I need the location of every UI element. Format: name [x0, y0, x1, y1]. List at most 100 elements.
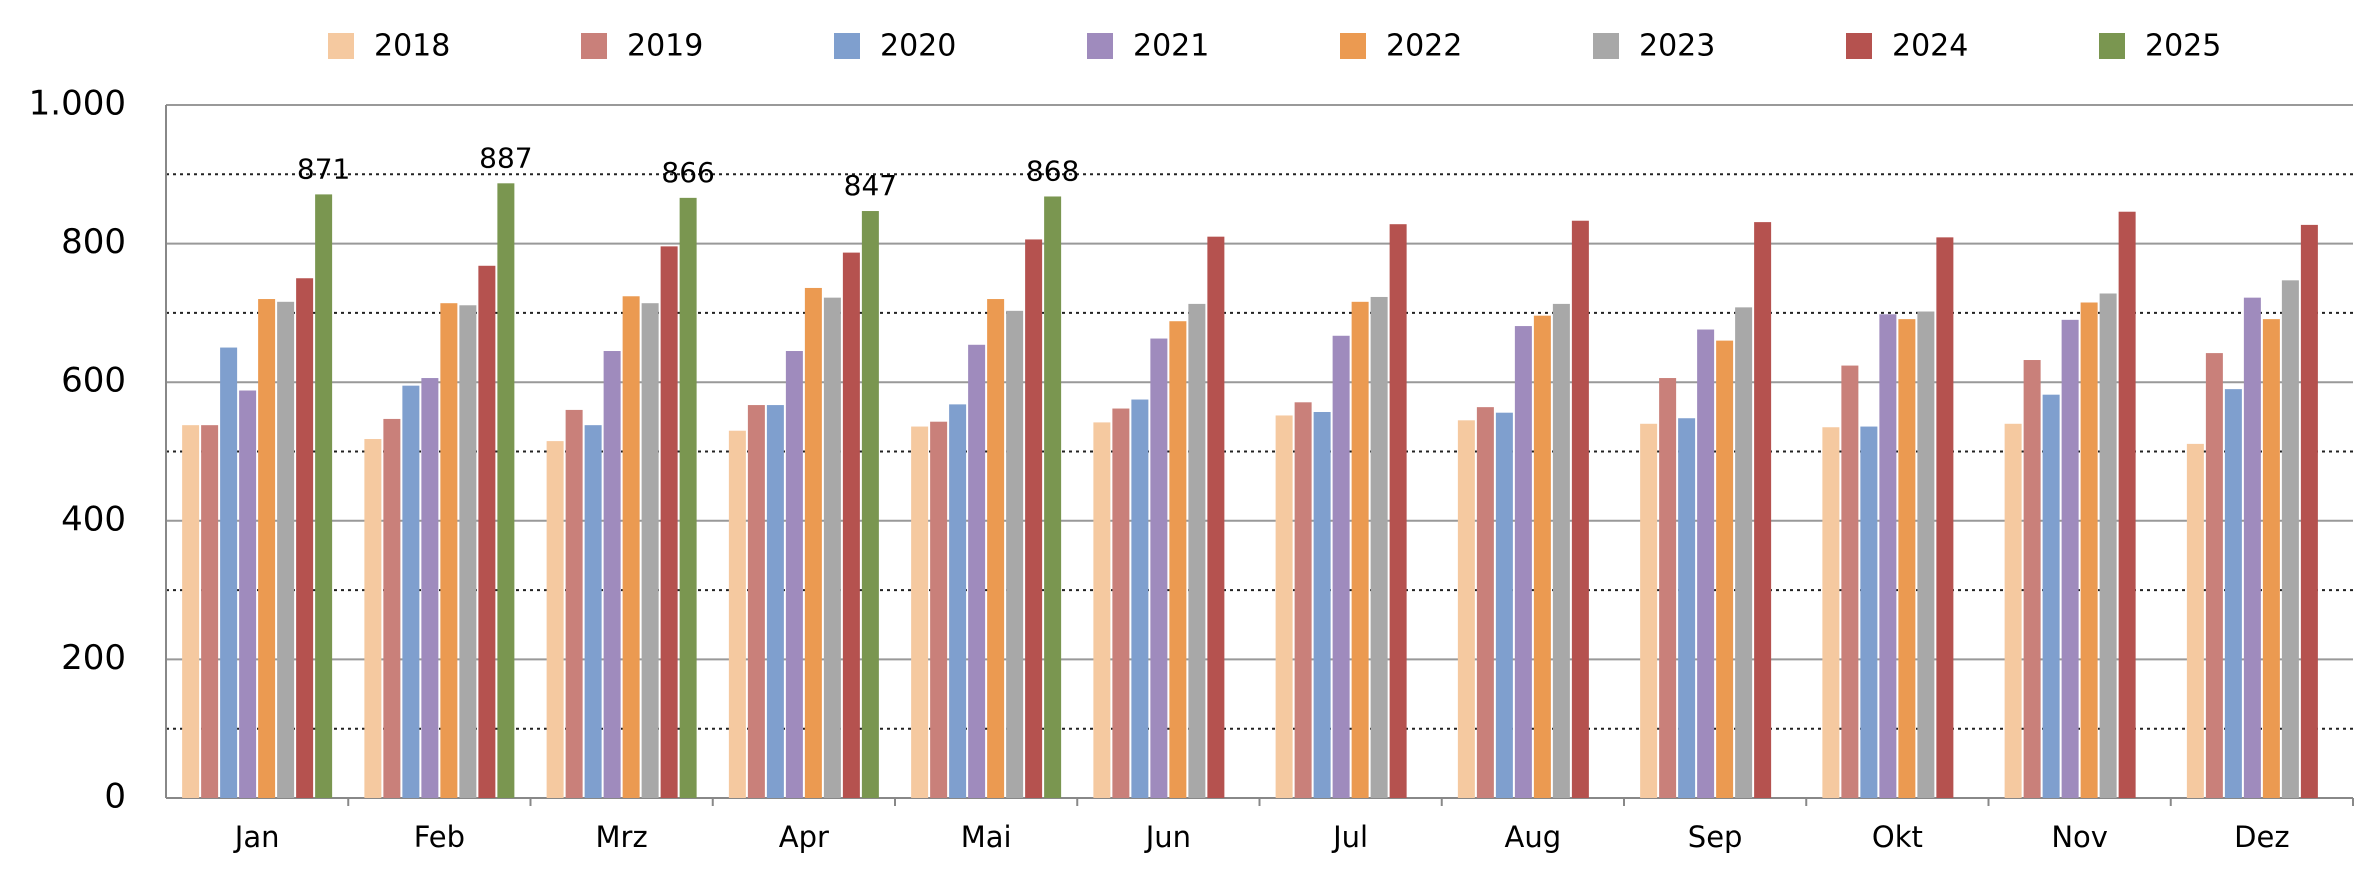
- bar: [1044, 196, 1062, 798]
- bar: [2004, 423, 2022, 798]
- bar: [296, 278, 314, 798]
- bar: [1571, 220, 1589, 798]
- bar: [201, 425, 219, 798]
- bar: [1169, 321, 1187, 798]
- y-tick-label: 200: [61, 638, 126, 678]
- x-tick-label: Feb: [414, 820, 465, 854]
- bar: [2099, 293, 2117, 798]
- bar: [364, 439, 382, 798]
- bar: [1754, 222, 1772, 798]
- bar: [1697, 329, 1715, 798]
- bar: [930, 421, 948, 798]
- bar: [1716, 340, 1734, 798]
- legend-swatch: [1846, 33, 1872, 59]
- bar: [785, 351, 803, 798]
- data-label: 866: [661, 156, 714, 189]
- bar: [622, 296, 640, 798]
- bar: [402, 385, 420, 798]
- legend-label: 2022: [1386, 29, 1462, 64]
- bar: [842, 252, 860, 798]
- legend-swatch: [581, 33, 607, 59]
- bar: [766, 405, 784, 798]
- legend-label: 2023: [1639, 29, 1715, 64]
- bar: [277, 301, 295, 798]
- bar: [315, 194, 333, 799]
- legend-swatch: [834, 33, 860, 59]
- bar: [440, 303, 458, 798]
- bar: [603, 351, 621, 798]
- bar: [383, 418, 401, 798]
- bar: [968, 344, 986, 798]
- bar: [2023, 360, 2041, 798]
- bar: [478, 265, 496, 798]
- bar: [1860, 426, 1878, 798]
- bar: [660, 246, 678, 798]
- x-tick-label: Mrz: [596, 820, 648, 854]
- bar: [1898, 319, 1916, 798]
- bar: [1025, 239, 1043, 798]
- bar: [1476, 407, 1494, 798]
- bar: [911, 426, 929, 798]
- legend-label: 2019: [627, 29, 703, 64]
- bar: [1112, 408, 1130, 798]
- bar: [2224, 389, 2242, 798]
- bar: [1351, 301, 1369, 798]
- bar: [1659, 378, 1677, 798]
- x-tick-label: Nov: [2051, 820, 2108, 854]
- bar: [2262, 319, 2280, 798]
- bar: [747, 405, 765, 798]
- bar: [1275, 415, 1293, 798]
- bar: [641, 303, 659, 798]
- bar: [182, 425, 200, 798]
- bar: [421, 378, 439, 798]
- legend-label: 2020: [880, 29, 956, 64]
- bar: [804, 287, 822, 798]
- y-tick-label: 600: [61, 361, 126, 401]
- bar: [239, 390, 257, 798]
- bar: [1936, 237, 1954, 798]
- bar: [1150, 338, 1168, 798]
- legend-swatch: [1087, 33, 1113, 59]
- bar: [220, 347, 238, 798]
- bar: [2281, 280, 2299, 799]
- data-label: 871: [297, 152, 350, 185]
- bar: [2118, 211, 2136, 799]
- x-tick-label: Jun: [1144, 820, 1191, 854]
- legend-label: 2021: [1133, 29, 1209, 64]
- data-label: 887: [479, 141, 532, 174]
- legend-swatch: [2099, 33, 2125, 59]
- bar: [1294, 402, 1312, 798]
- bar: [1389, 224, 1407, 799]
- legend-swatch: [328, 33, 354, 59]
- bar: [1552, 303, 1570, 798]
- bar: [1678, 418, 1696, 798]
- x-tick-label: Sep: [1688, 820, 1743, 854]
- bar: [987, 299, 1005, 798]
- bar: [546, 441, 564, 798]
- bar: [565, 409, 583, 798]
- bar: [1370, 296, 1388, 798]
- bar: [1533, 315, 1551, 798]
- bar: [2042, 394, 2060, 798]
- bar: [584, 425, 602, 798]
- bar: [2080, 302, 2098, 798]
- x-tick-label: Dez: [2234, 820, 2289, 854]
- bar: [2061, 319, 2079, 798]
- bar: [459, 305, 477, 798]
- y-tick-label: 1.000: [29, 84, 126, 124]
- bar: [258, 299, 276, 798]
- bar: [1495, 412, 1513, 798]
- x-tick-label: Jul: [1331, 820, 1368, 854]
- bar: [949, 404, 967, 798]
- bar: [1822, 427, 1840, 798]
- bar: [1457, 420, 1475, 798]
- bar: [2300, 224, 2318, 798]
- y-tick-label: 0: [104, 777, 126, 817]
- bar: [1514, 326, 1532, 798]
- bar: [1917, 311, 1935, 798]
- legend-label: 2025: [2145, 29, 2221, 64]
- bar: [1640, 423, 1658, 798]
- bar: [497, 183, 515, 798]
- bar: [1841, 365, 1859, 798]
